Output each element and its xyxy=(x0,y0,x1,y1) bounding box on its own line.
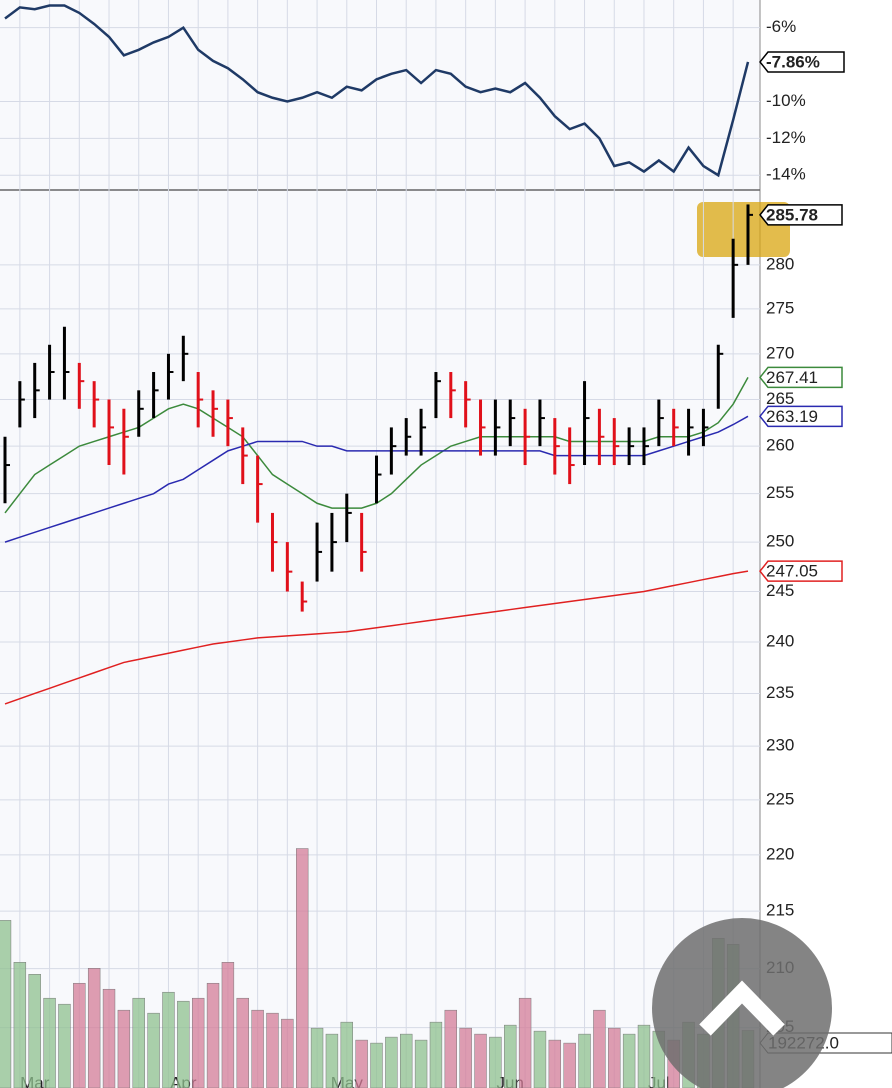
volume-bar xyxy=(548,1039,562,1088)
y-tick-label: 275 xyxy=(766,298,794,317)
label-pointer xyxy=(759,405,843,428)
y-tick-label: 230 xyxy=(766,736,794,755)
value-label: 247.05 xyxy=(766,562,818,581)
volume-bar xyxy=(28,974,41,1088)
volume-bar xyxy=(608,1027,621,1088)
volume-bar xyxy=(459,1027,472,1088)
plot-background xyxy=(0,0,760,1088)
volume-bar xyxy=(117,1009,131,1088)
volume-bar xyxy=(637,1024,651,1088)
volume-bar xyxy=(13,962,27,1088)
label-pointer xyxy=(759,51,845,73)
volume-bar xyxy=(162,991,175,1088)
volume-bar xyxy=(0,920,12,1088)
y-tick-label: 220 xyxy=(766,844,794,863)
label-pointer xyxy=(759,204,843,226)
moving-average xyxy=(4,570,749,705)
y-tick-label: -12% xyxy=(766,128,806,147)
volume-bar xyxy=(489,1036,502,1088)
value-label: -7.86% xyxy=(766,52,820,71)
y-tick-label: 260 xyxy=(766,436,794,455)
volume-bar xyxy=(147,1012,160,1088)
volume-bar xyxy=(236,997,249,1088)
y-tick-label: 270 xyxy=(766,343,794,362)
volume-bar xyxy=(266,1012,279,1088)
volume-bar xyxy=(132,997,145,1088)
button-arrow[interactable] xyxy=(699,980,785,1036)
volume-bar xyxy=(191,997,205,1088)
axis-background xyxy=(760,0,892,1088)
volume-bar xyxy=(578,1033,591,1088)
volume-bar xyxy=(325,1033,339,1088)
volume-bar xyxy=(444,1009,457,1088)
volume-bar xyxy=(206,982,220,1088)
y-tick-label: 255 xyxy=(766,483,794,502)
label-pointer xyxy=(759,560,843,582)
volume-bar xyxy=(221,962,235,1088)
volume-bar xyxy=(355,1039,368,1088)
moving-average xyxy=(4,415,749,543)
volume-bar xyxy=(370,1042,383,1088)
volume-bar xyxy=(400,1033,413,1088)
volume-bar xyxy=(73,982,86,1088)
volume-bar xyxy=(429,1021,443,1088)
volume-bar xyxy=(296,848,309,1088)
value-label: 267.41 xyxy=(766,368,818,387)
volume-bar xyxy=(340,1021,353,1088)
volume-bar xyxy=(504,1024,517,1088)
indicator-line xyxy=(4,4,750,178)
volume-bar xyxy=(414,1039,428,1088)
volume-bar xyxy=(43,997,56,1088)
volume-bar xyxy=(281,1018,294,1088)
label-pointer xyxy=(759,366,843,389)
volume-bar xyxy=(310,1027,324,1088)
y-tick-label: 245 xyxy=(766,581,794,600)
y-tick-label: 235 xyxy=(766,683,794,702)
volume-bar xyxy=(251,1009,264,1088)
value-label: 263.19 xyxy=(766,407,818,426)
volume-bar xyxy=(474,1033,487,1088)
volume-bar xyxy=(622,1033,636,1088)
y-tick-label: -10% xyxy=(766,91,806,110)
y-tick-label: 215 xyxy=(766,901,794,920)
volume-bar xyxy=(533,1030,547,1088)
y-tick-label: 280 xyxy=(766,254,794,273)
volume-bar xyxy=(177,1000,190,1088)
volume-bar xyxy=(87,968,101,1088)
volume-bar xyxy=(518,997,532,1088)
volume-bar xyxy=(385,1036,398,1088)
y-tick-label: 265 xyxy=(766,389,794,408)
scroll-top-button[interactable] xyxy=(652,918,832,1088)
volume-bar xyxy=(58,1003,71,1088)
y-tick-label: -6% xyxy=(766,17,796,36)
y-tick-label: 240 xyxy=(766,631,794,650)
volume-bar xyxy=(563,1042,576,1088)
value-label: 285.78 xyxy=(766,205,818,224)
y-tick-label: -14% xyxy=(766,165,806,184)
y-tick-label: 250 xyxy=(766,532,794,551)
volume-bar xyxy=(593,1009,606,1088)
y-tick-label: 225 xyxy=(766,789,794,808)
volume-bar xyxy=(102,988,116,1088)
